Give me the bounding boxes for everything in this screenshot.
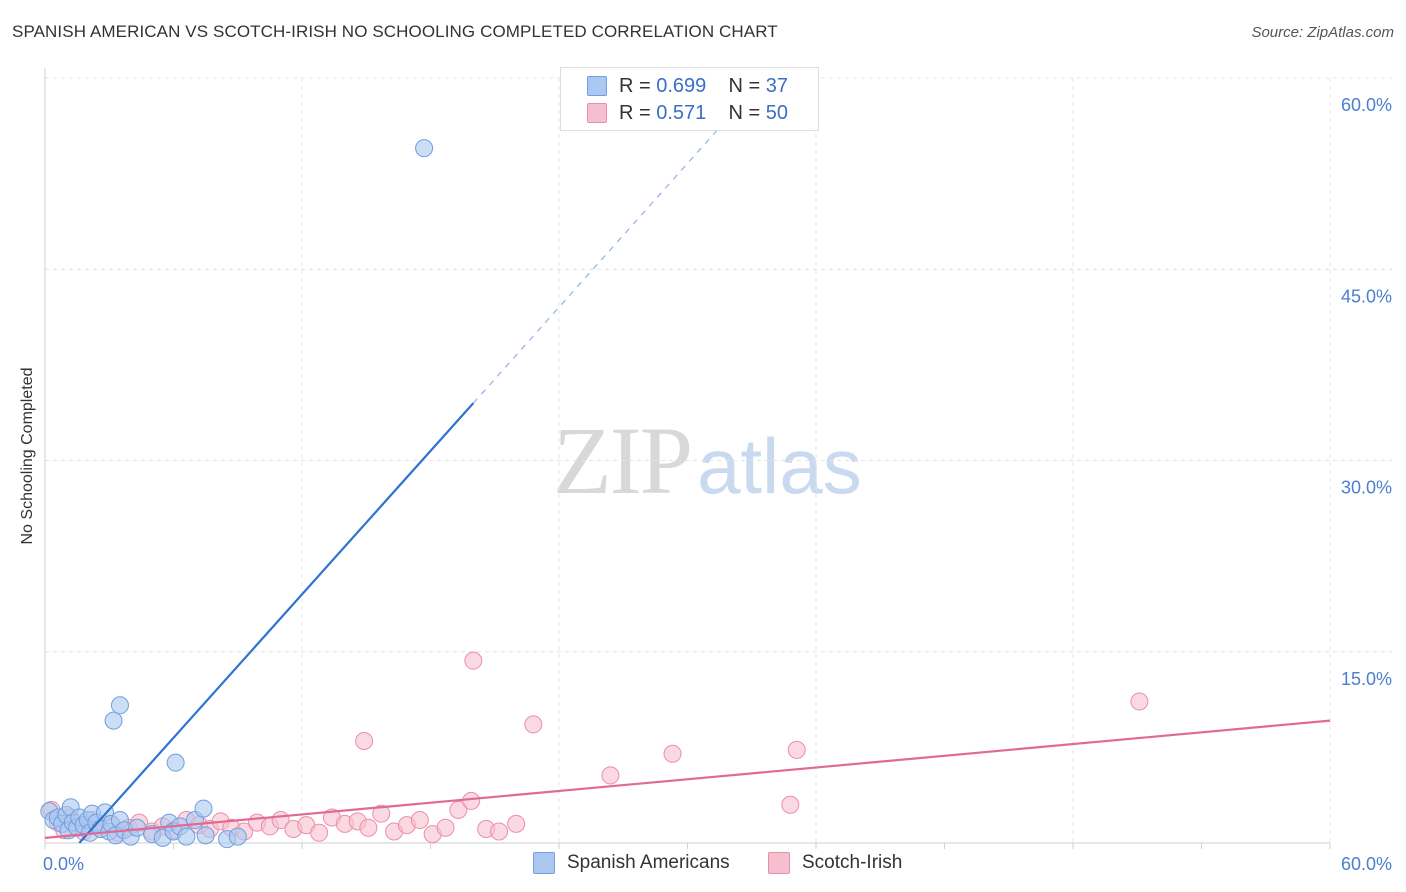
scotch-irish-point	[781, 795, 800, 814]
scotch-irish-point	[524, 715, 543, 734]
x-tick-label-min: 0.0%	[43, 854, 84, 874]
series-legend: Spanish Americans Scotch-Irish	[0, 852, 1406, 878]
scotch-irish-point	[601, 766, 620, 785]
scotch-irish-point	[464, 651, 483, 670]
spanish-americans-point	[196, 826, 215, 845]
legend-swatch-blue	[587, 76, 607, 96]
series-legend-item-spanish-americans[interactable]: Spanish Americans	[533, 852, 730, 874]
spanish-americans-point	[228, 827, 247, 846]
scotch-irish-point	[1130, 692, 1149, 711]
spanish-americans-point	[415, 139, 434, 158]
correlation-legend: R = 0.699 N = 37 R = 0.571 N = 50	[560, 67, 819, 131]
spanish-americans-point	[128, 818, 147, 837]
legend-n-value: 50	[765, 101, 789, 124]
spanish-americans-point	[177, 827, 196, 846]
watermark-atlas: atlas	[697, 422, 862, 510]
legend-text-scotch-irish: R = 0.571 N = 50	[619, 102, 788, 125]
spanish-americans-points	[40, 139, 434, 849]
scotch-irish-point	[372, 804, 391, 823]
axes	[44, 68, 1331, 849]
spanish-americans-point	[104, 711, 123, 730]
legend-text-spanish-americans: R = 0.699 N = 37	[619, 75, 788, 98]
legend-n-value: 37	[765, 74, 789, 97]
scotch-irish-point	[462, 791, 481, 810]
x-tick-label-max: 60.0%	[1341, 854, 1392, 874]
y-tick-label: 45.0%	[1341, 286, 1392, 306]
scotch-irish-point	[436, 818, 455, 837]
y-tick-label: 60.0%	[1341, 95, 1392, 115]
scotch-irish-point	[410, 811, 429, 830]
tick-labels: 15.0% 30.0% 45.0% 60.0% 0.0% 60.0%	[43, 95, 1392, 874]
trend-lines	[44, 122, 1331, 844]
spanish-americans-trend-line	[78, 402, 475, 844]
series-legend-label: Spanish Americans	[567, 852, 730, 873]
chart-title: SPANISH AMERICAN VS SCOTCH-IRISH NO SCHO…	[12, 22, 778, 41]
spanish-americans-point	[110, 696, 129, 715]
y-tick-label: 15.0%	[1341, 669, 1392, 689]
scotch-irish-point	[787, 740, 806, 759]
scotch-irish-point	[355, 732, 374, 750]
scotch-irish-point	[310, 823, 329, 842]
spanish-americans-point	[194, 799, 213, 818]
scotch-irish-trend-line	[44, 719, 1331, 839]
legend-r-label: R =	[619, 74, 657, 97]
y-tick-label: 30.0%	[1341, 478, 1392, 498]
series-legend-item-scotch-irish[interactable]: Scotch-Irish	[768, 852, 902, 874]
spanish-americans-trend-extension	[472, 122, 725, 404]
legend-r-value: 0.699	[656, 74, 707, 97]
legend-swatch-pink	[587, 103, 607, 123]
series-legend-label: Scotch-Irish	[802, 852, 903, 873]
legend-r-label: R =	[619, 101, 657, 124]
series-swatch-pink	[768, 852, 790, 874]
scotch-irish-point	[490, 822, 509, 841]
grid-lines	[45, 77, 1392, 843]
scotch-irish-point	[507, 814, 526, 833]
legend-n-label: N =	[728, 74, 766, 97]
scotch-irish-point	[449, 800, 468, 819]
series-swatch-blue	[533, 852, 555, 874]
source-attribution: Source: ZipAtlas.com	[1251, 24, 1394, 41]
scotch-irish-point	[663, 744, 682, 763]
scotch-irish-point	[359, 818, 378, 837]
spanish-americans-point	[166, 753, 185, 772]
legend-n-label: N =	[728, 101, 766, 124]
legend-r-value: 0.571	[656, 101, 707, 124]
